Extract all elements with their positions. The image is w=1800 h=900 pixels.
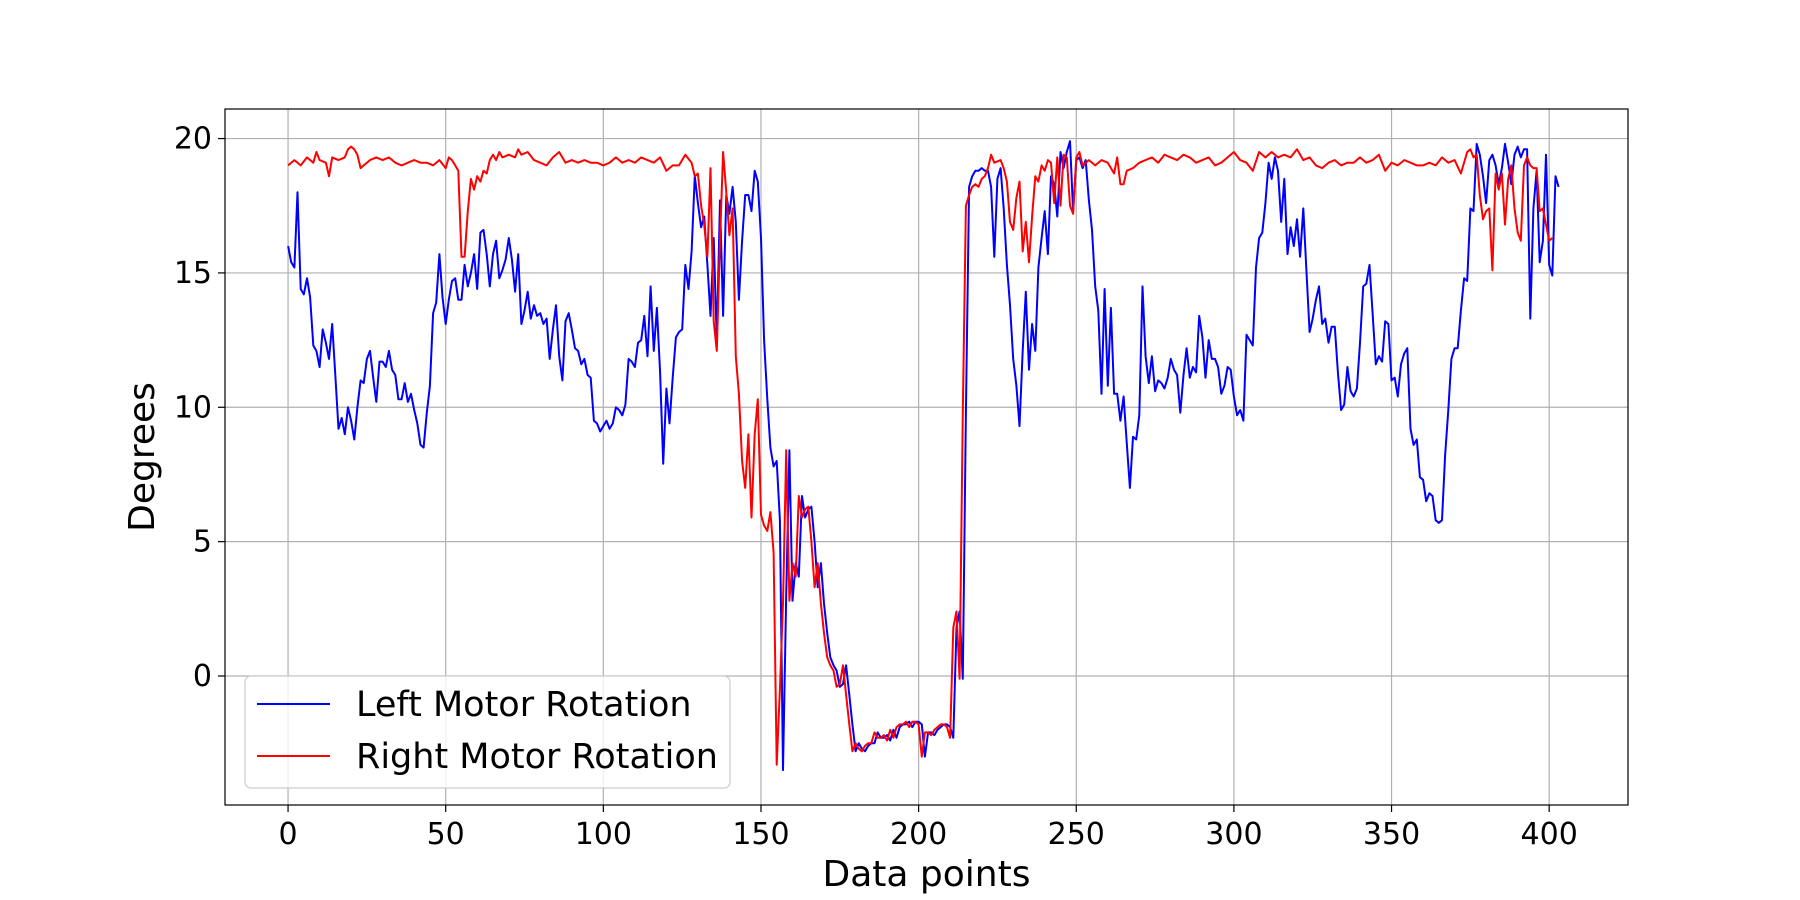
series-line-right-motor — [287, 145, 1553, 766]
grid-lines — [225, 109, 1628, 805]
x-tick-label: 250 — [1048, 817, 1105, 852]
x-tick-label: 150 — [732, 817, 789, 852]
y-axis-label: Degrees — [122, 382, 163, 532]
legend-box — [244, 675, 731, 789]
x-axis-label: Data points — [823, 854, 1031, 895]
plot-area-frame — [224, 108, 1629, 806]
y-tick-label: 15 — [174, 256, 212, 291]
y-tick-label: 20 — [174, 122, 212, 157]
y-tick-label: 0 — [193, 659, 212, 694]
y-axis-ticks: 0 5 10 15 20 — [174, 122, 225, 694]
x-axis-ticks: 0 50 100 150 200 250 300 350 400 — [279, 805, 1578, 852]
x-tick-label: 350 — [1363, 817, 1420, 852]
x-tick-label: 0 — [279, 817, 298, 852]
x-tick-label: 400 — [1521, 817, 1578, 852]
y-tick-label: 10 — [174, 390, 212, 425]
x-tick-label: 100 — [575, 817, 632, 852]
legend-label: Left Motor Rotation — [356, 685, 692, 725]
series-lines — [287, 140, 1560, 772]
x-tick-label: 200 — [890, 817, 947, 852]
y-tick-label: 5 — [193, 525, 212, 560]
x-tick-label: 50 — [427, 817, 465, 852]
legend: Left Motor Rotation Right Motor Rotation — [244, 675, 731, 789]
x-tick-label: 300 — [1205, 817, 1262, 852]
legend-label: Right Motor Rotation — [356, 737, 718, 777]
